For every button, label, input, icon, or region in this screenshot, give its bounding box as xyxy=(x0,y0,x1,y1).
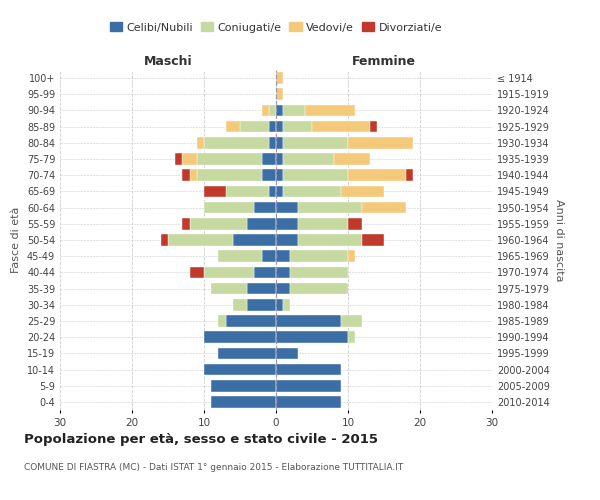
Bar xyxy=(276,137,283,148)
Bar xyxy=(233,299,247,310)
Bar xyxy=(276,88,283,100)
Bar xyxy=(161,234,168,246)
Text: Femmine: Femmine xyxy=(352,54,416,68)
Bar xyxy=(204,202,254,213)
Bar xyxy=(269,104,276,117)
Bar xyxy=(276,202,298,213)
Bar xyxy=(262,170,276,181)
Bar xyxy=(204,332,276,343)
Bar xyxy=(197,137,204,148)
Legend: Celibi/Nubili, Coniugati/e, Vedovi/e, Divorziati/e: Celibi/Nubili, Coniugati/e, Vedovi/e, Di… xyxy=(106,18,446,37)
Bar xyxy=(276,170,283,181)
Bar xyxy=(276,299,283,310)
Bar xyxy=(276,380,341,392)
Bar xyxy=(254,202,276,213)
Bar xyxy=(190,170,197,181)
Bar xyxy=(276,121,283,132)
Bar xyxy=(226,186,269,198)
Bar xyxy=(298,218,348,230)
Bar xyxy=(262,104,269,117)
Bar xyxy=(276,348,298,359)
Bar xyxy=(204,186,226,198)
Bar xyxy=(276,104,283,117)
Bar xyxy=(204,266,254,278)
Bar xyxy=(190,218,247,230)
Bar xyxy=(283,104,305,117)
Bar xyxy=(283,170,348,181)
Bar xyxy=(348,218,362,230)
Y-axis label: Anni di nascita: Anni di nascita xyxy=(554,198,563,281)
Bar xyxy=(211,396,276,407)
Bar xyxy=(218,250,262,262)
Bar xyxy=(218,348,276,359)
Bar xyxy=(190,266,204,278)
Bar xyxy=(348,137,413,148)
Bar xyxy=(197,170,262,181)
Bar xyxy=(182,153,197,165)
Text: COMUNE DI FIASTRA (MC) - Dati ISTAT 1° gennaio 2015 - Elaborazione TUTTITALIA.IT: COMUNE DI FIASTRA (MC) - Dati ISTAT 1° g… xyxy=(24,462,403,471)
Bar xyxy=(254,266,276,278)
Bar xyxy=(276,186,283,198)
Bar xyxy=(168,234,233,246)
Bar xyxy=(276,396,341,407)
Text: Maschi: Maschi xyxy=(143,54,193,68)
Bar xyxy=(226,121,240,132)
Bar xyxy=(262,250,276,262)
Bar xyxy=(218,315,226,327)
Bar xyxy=(276,72,283,84)
Bar xyxy=(211,380,276,392)
Bar xyxy=(182,218,190,230)
Bar xyxy=(276,250,290,262)
Bar xyxy=(362,202,406,213)
Bar xyxy=(182,170,190,181)
Bar xyxy=(341,186,384,198)
Bar xyxy=(283,121,312,132)
Bar xyxy=(276,364,341,376)
Bar xyxy=(290,266,348,278)
Bar xyxy=(283,299,290,310)
Bar xyxy=(269,121,276,132)
Bar xyxy=(312,121,370,132)
Bar xyxy=(276,218,298,230)
Bar xyxy=(269,186,276,198)
Bar xyxy=(276,315,341,327)
Bar xyxy=(290,282,348,294)
Bar xyxy=(334,153,370,165)
Bar xyxy=(175,153,182,165)
Bar xyxy=(348,250,355,262)
Bar xyxy=(298,234,362,246)
Bar xyxy=(348,332,355,343)
Bar xyxy=(247,299,276,310)
Bar xyxy=(283,186,341,198)
Text: Popolazione per età, sesso e stato civile - 2015: Popolazione per età, sesso e stato civil… xyxy=(24,432,378,446)
Bar xyxy=(269,137,276,148)
Bar xyxy=(298,202,362,213)
Bar xyxy=(370,121,377,132)
Bar xyxy=(283,137,348,148)
Bar xyxy=(204,137,269,148)
Bar xyxy=(240,121,269,132)
Bar xyxy=(348,170,406,181)
Bar xyxy=(211,282,247,294)
Bar xyxy=(276,153,283,165)
Bar xyxy=(406,170,413,181)
Bar xyxy=(247,218,276,230)
Bar xyxy=(276,234,298,246)
Bar xyxy=(226,315,276,327)
Bar xyxy=(204,364,276,376)
Bar xyxy=(197,153,262,165)
Bar xyxy=(341,315,362,327)
Bar xyxy=(276,332,348,343)
Bar xyxy=(276,282,290,294)
Bar xyxy=(290,250,348,262)
Bar xyxy=(305,104,355,117)
Bar xyxy=(233,234,276,246)
Bar xyxy=(247,282,276,294)
Bar xyxy=(362,234,384,246)
Bar xyxy=(262,153,276,165)
Y-axis label: Fasce di età: Fasce di età xyxy=(11,207,21,273)
Bar xyxy=(283,153,334,165)
Bar xyxy=(276,266,290,278)
